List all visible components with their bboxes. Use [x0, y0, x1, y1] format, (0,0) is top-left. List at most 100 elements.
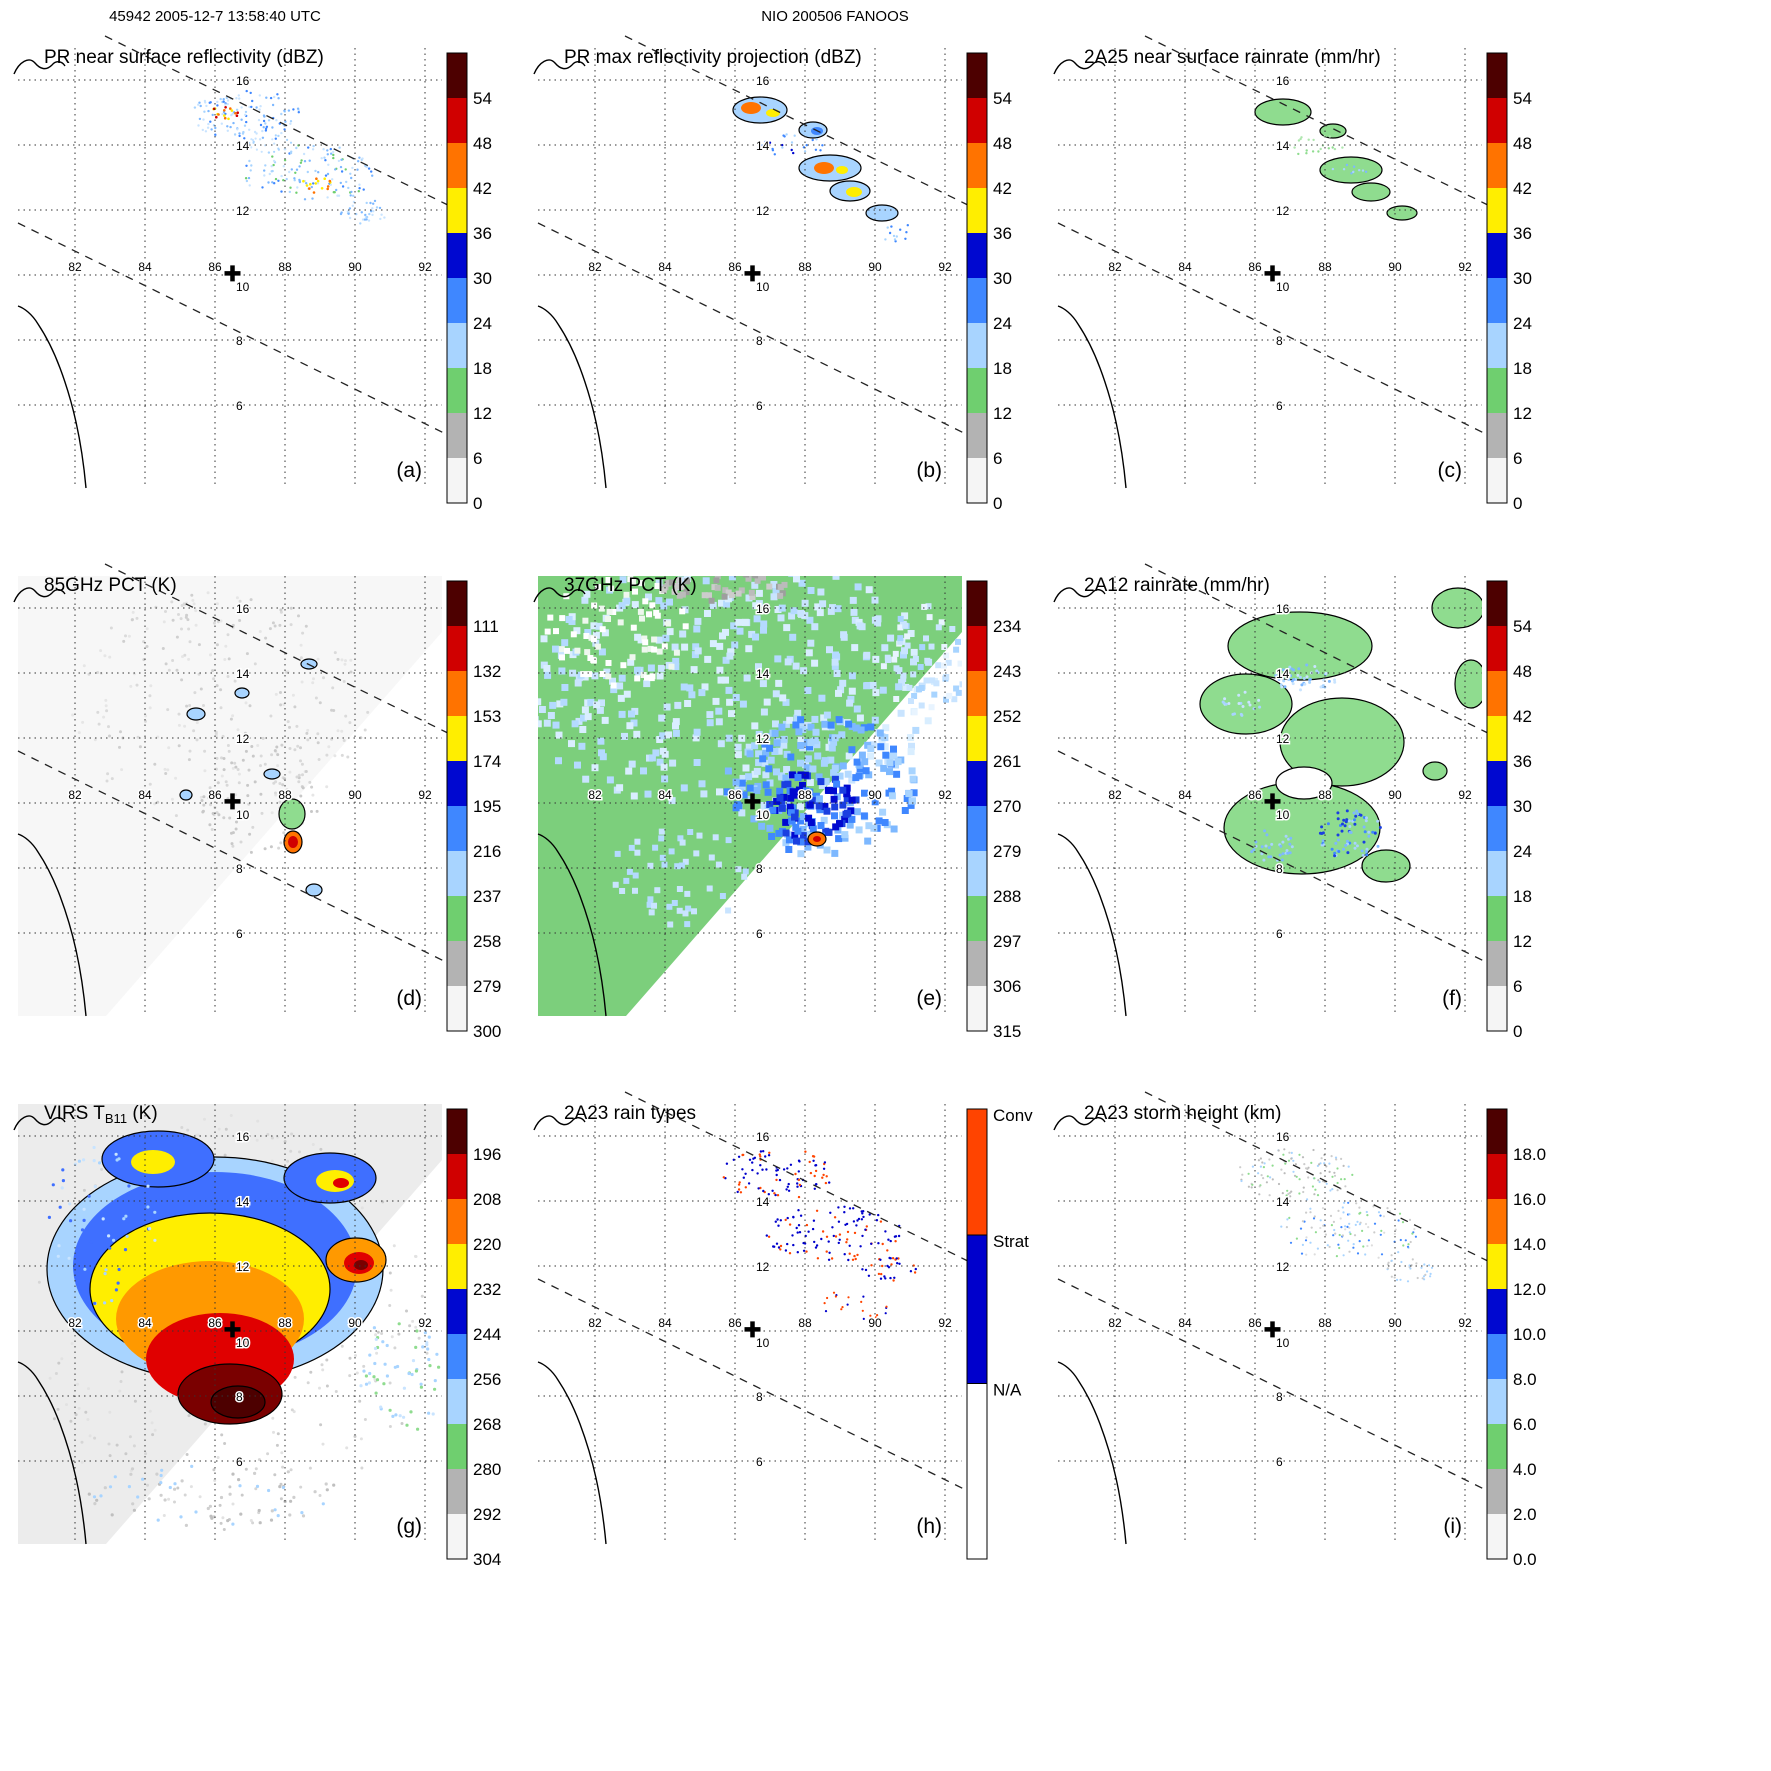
data-blob — [234, 687, 250, 699]
panel-h: 82 84 86 88 90 92 16 14 12 10 8 6 2A23 rain types (h)… — [530, 1074, 1045, 1594]
lon-label: 88 — [1318, 260, 1332, 274]
lat-label: 6 — [236, 399, 243, 413]
lat-label: 10 — [756, 1336, 770, 1350]
colorbar-segment — [967, 143, 987, 188]
data-blob — [278, 798, 306, 830]
colorbar-segment — [447, 413, 467, 458]
lon-label: 90 — [868, 1316, 882, 1330]
colorbar-segment — [447, 1334, 467, 1379]
colorbar-segment — [967, 98, 987, 143]
panel-g: 82 84 86 88 90 92 16 14 12 10 8 6 VIRS TB11 (K) (g) 19… — [10, 1074, 525, 1594]
colorbar-label: Conv — [993, 1106, 1033, 1125]
data-blob — [288, 836, 298, 848]
colorbar-segment — [967, 761, 987, 806]
data-blob — [865, 204, 899, 222]
swath-edge-line — [1144, 1091, 1503, 1269]
lon-label: 82 — [68, 1316, 82, 1330]
lon-label: 84 — [138, 260, 152, 274]
colorbar-segment — [1487, 53, 1507, 98]
colorbar-segment — [447, 806, 467, 851]
colorbar-tick: 42 — [1513, 707, 1532, 726]
panel-title: PR near surface reflectivity (dBZ) — [44, 47, 324, 68]
data-blob — [741, 102, 761, 114]
coastline — [13, 1115, 66, 1131]
colorbar-segment — [967, 368, 987, 413]
colorbar-tick: 237 — [473, 887, 501, 906]
colorbar-tick: 300 — [473, 1022, 501, 1041]
colorbar-segment — [1487, 581, 1507, 626]
coastline — [17, 833, 87, 1017]
colorbar-segment — [1487, 188, 1507, 233]
panel-f: 82 84 86 88 90 92 16 14 12 10 8 6 2A12 rainrate (mm/… — [1050, 546, 1565, 1066]
lon-label: 82 — [1108, 1316, 1122, 1330]
colorbar-segment — [447, 188, 467, 233]
colorbar-segment — [447, 1469, 467, 1514]
colorbar-segment — [967, 53, 987, 98]
colorbar-tick: 232 — [473, 1280, 501, 1299]
data-features — [722, 1150, 917, 1320]
lon-label: 88 — [278, 788, 292, 802]
colorbar-segment — [1487, 671, 1507, 716]
lat-label: 6 — [756, 1455, 763, 1469]
grid-lines — [538, 576, 962, 1016]
panel-letter: (h) — [916, 1515, 942, 1538]
data-blob — [1279, 697, 1405, 787]
lon-label: 82 — [588, 260, 602, 274]
lon-label: 84 — [138, 788, 152, 802]
colorbar-tick: 12 — [473, 404, 492, 423]
colorbar-tick: 36 — [993, 224, 1012, 243]
grid-lines — [18, 576, 442, 1016]
colorbar-tick: 174 — [473, 752, 501, 771]
colorbar-segment — [967, 626, 987, 671]
colorbar-segment — [1487, 896, 1507, 941]
speckle-cluster — [1221, 690, 1262, 717]
lon-label: 86 — [208, 1316, 222, 1330]
lat-label: 12 — [756, 204, 770, 218]
lon-label: 82 — [588, 1316, 602, 1330]
colorbar-tick: 195 — [473, 797, 501, 816]
data-blob — [846, 187, 862, 197]
swath-edge-line — [537, 1278, 969, 1492]
lon-label: 90 — [348, 788, 362, 802]
lat-label: 14 — [756, 139, 770, 153]
coastline — [1053, 587, 1106, 603]
lon-label: 92 — [1458, 1316, 1472, 1330]
colorbar-tick: 279 — [473, 977, 501, 996]
lat-label: 10 — [756, 280, 770, 294]
colorbar-tick: 36 — [1513, 224, 1532, 243]
colorbar-tick: 8.0 — [1513, 1370, 1537, 1389]
lat-label: 6 — [236, 927, 243, 941]
lat-label: 14 — [1276, 139, 1290, 153]
panel-letter: (i) — [1443, 1515, 1462, 1538]
colorbar-tick: 268 — [473, 1415, 501, 1434]
colorbar-frame — [446, 1108, 468, 1560]
panel-d: 82 84 86 88 90 92 16 14 12 10 8 6 85GHz PCT (K) (d) 11… — [10, 546, 525, 1066]
colorbar-tick: 42 — [993, 179, 1012, 198]
colorbar-segment — [447, 1289, 467, 1334]
colorbar-tick: 243 — [993, 662, 1021, 681]
colorbar-segment — [967, 806, 987, 851]
colorbar-segment — [967, 278, 987, 323]
colorbar-tick: 48 — [993, 134, 1012, 153]
colorbar-segment — [1487, 413, 1507, 458]
colorbar-tick: 132 — [473, 662, 501, 681]
colorbar-tick: 30 — [473, 269, 492, 288]
speckle-cluster — [302, 177, 332, 194]
storm-title-label: NIO 200506 FANOOS — [761, 8, 909, 25]
lon-label: 92 — [418, 260, 432, 274]
colorbar-tick: 10.0 — [1513, 1325, 1546, 1344]
panel-title: 37GHz PCT (K) — [564, 575, 697, 596]
colorbar-tick: 30 — [1513, 797, 1532, 816]
colorbar-segment — [1487, 986, 1507, 1031]
lat-label: 12 — [756, 1260, 770, 1274]
lat-label: 16 — [1276, 602, 1290, 616]
colorbar-segment — [447, 323, 467, 368]
lon-label: 86 — [208, 260, 222, 274]
colorbar-tick: 208 — [473, 1190, 501, 1209]
